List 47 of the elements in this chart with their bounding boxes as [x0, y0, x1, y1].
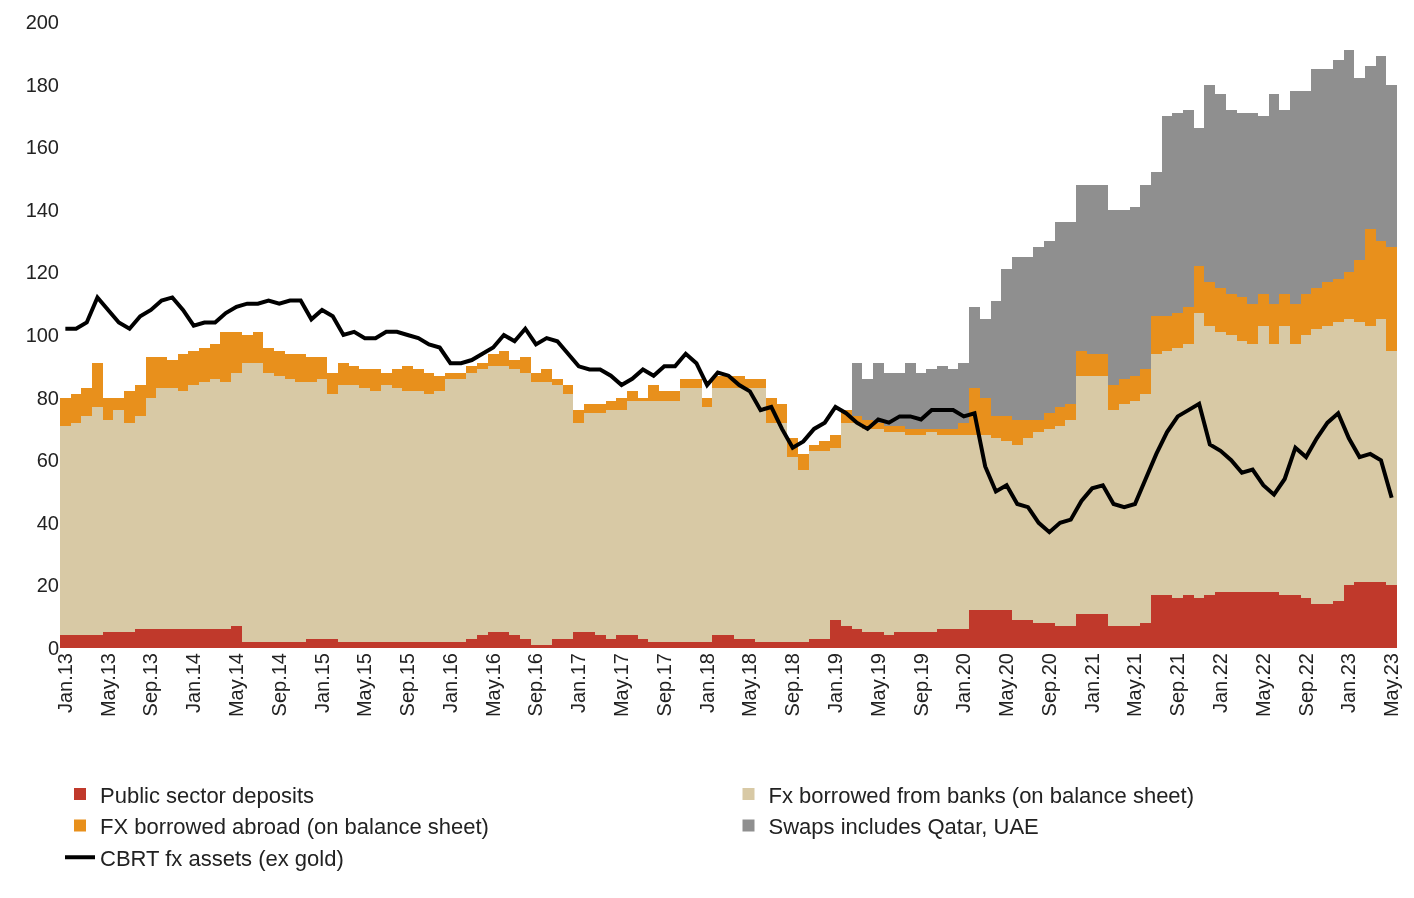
- y-tick-label: 60: [36, 449, 59, 472]
- x-tick-label: Jan.14: [182, 653, 205, 714]
- x-tick-label: Sep.21: [1166, 653, 1189, 717]
- legend-label: FX borrowed abroad (on balance sheet): [100, 814, 489, 840]
- x-tick-label: Jan.17: [567, 653, 590, 714]
- x-tick-label: Sep.18: [781, 653, 804, 717]
- x-tick-label: Sep.14: [267, 653, 290, 717]
- y-tick-label: 20: [36, 574, 59, 597]
- x-tick-label: Jan.15: [310, 653, 333, 714]
- y-tick-label: 180: [25, 73, 59, 96]
- x-tick-label: Jan.23: [1337, 653, 1360, 714]
- x-tick-label: May.14: [224, 653, 247, 718]
- x-tick-label: Sep.16: [524, 653, 547, 717]
- y-tick-label: 100: [25, 324, 59, 346]
- x-tick-label: Jan.22: [1209, 653, 1232, 714]
- x-tick-label: Sep.15: [396, 653, 419, 717]
- x-tick-label: Sep.20: [1037, 653, 1060, 717]
- x-tick-label: Jan.21: [1080, 653, 1103, 714]
- legend-label: Public sector deposits: [100, 782, 314, 808]
- legend-label: CBRT fx assets (ex gold): [100, 845, 344, 871]
- x-tick-label: May.13: [96, 653, 119, 718]
- x-tick-label: Sep.17: [652, 653, 675, 717]
- x-tick-label: Jan.16: [438, 653, 461, 714]
- x-tick-label: May.16: [481, 653, 504, 718]
- x-tick-label: May.22: [1251, 653, 1274, 718]
- x-tick-label: Jan.19: [823, 653, 846, 714]
- x-tick-label: Jan.18: [695, 653, 718, 714]
- x-tick-label: May.17: [610, 653, 633, 718]
- x-tick-label: Sep.19: [909, 653, 932, 717]
- y-tick-label: 0: [47, 637, 59, 659]
- x-tick-label: Sep.22: [1294, 653, 1317, 717]
- y-tick-label: 200: [25, 11, 59, 33]
- legend-label: Swaps includes Qatar, UAE: [768, 814, 1039, 840]
- y-tick-label: 160: [25, 136, 59, 159]
- x-tick-label: May.19: [866, 653, 889, 718]
- y-tick-label: 40: [36, 511, 59, 534]
- x-tick-label: May.15: [353, 653, 376, 718]
- y-tick-label: 140: [25, 198, 59, 221]
- legend-label: Fx borrowed from banks (on balance sheet): [768, 782, 1195, 808]
- x-tick-label: May.21: [1123, 653, 1146, 718]
- x-tick-label: Jan.20: [952, 653, 975, 714]
- x-tick-label: May.18: [738, 653, 761, 718]
- y-tick-label: 80: [36, 386, 59, 409]
- x-tick-label: Sep.13: [139, 653, 162, 717]
- y-tick-label: 120: [25, 261, 59, 284]
- x-tick-label: May.20: [995, 653, 1018, 718]
- x-tick-label: May.23: [1380, 653, 1403, 718]
